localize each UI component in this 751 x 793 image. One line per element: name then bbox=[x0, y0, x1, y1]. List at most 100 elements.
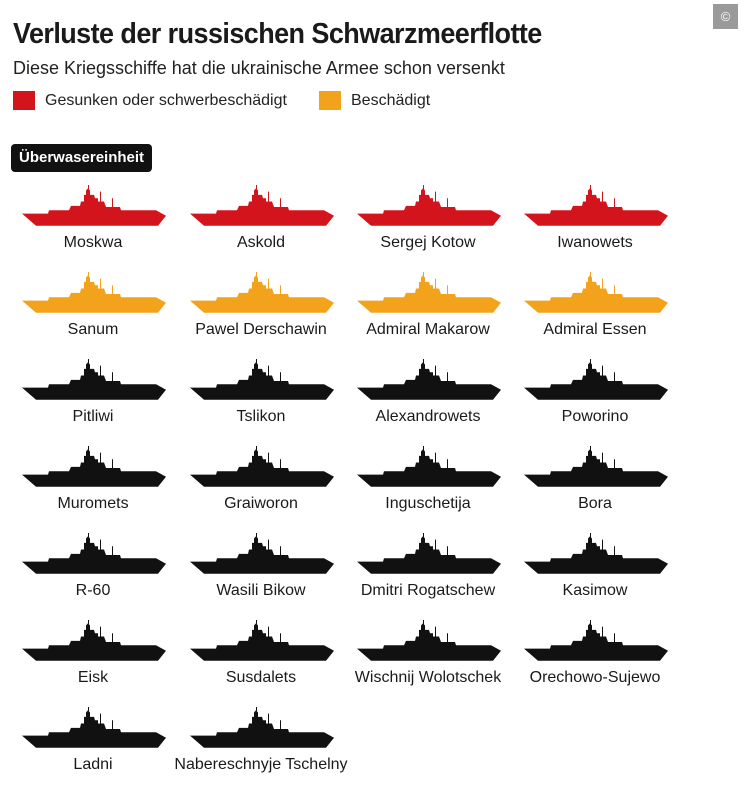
ship-name: Tslikon bbox=[236, 408, 286, 425]
ship-silhouette-icon bbox=[22, 359, 166, 400]
ship-hull bbox=[22, 188, 166, 226]
ship-name: Moskwa bbox=[63, 234, 123, 251]
ship-pawel-derschawin: Pawel Derschawin bbox=[186, 272, 336, 358]
ship-hull bbox=[22, 362, 166, 400]
ship-muromets: Muromets bbox=[18, 446, 168, 532]
ship-silhouette-icon bbox=[524, 620, 668, 661]
ship-susdalets: Susdalets bbox=[186, 620, 336, 706]
ship-silhouette-icon bbox=[357, 185, 501, 226]
ship-silhouette-icon bbox=[22, 185, 166, 226]
ship-moskwa: Moskwa bbox=[18, 185, 168, 271]
ship-hull bbox=[524, 362, 668, 400]
ship-name: Pitliwi bbox=[72, 408, 114, 425]
ship-nabereschnyje-tschelny: Nabereschnyje Tschelny bbox=[174, 707, 348, 793]
ship-silhouette-icon bbox=[22, 533, 166, 574]
ship-hull bbox=[22, 449, 166, 487]
ship-silhouette-icon bbox=[357, 272, 501, 313]
legend-swatch-damaged bbox=[319, 91, 341, 110]
ship-silhouette-icon bbox=[524, 185, 668, 226]
ship-silhouette-icon bbox=[190, 359, 334, 400]
ship-bora: Bora bbox=[520, 446, 670, 532]
ship-masts bbox=[88, 707, 113, 729]
ship-hull bbox=[190, 188, 334, 226]
ship-silhouette-icon bbox=[524, 272, 668, 313]
ship-silhouette-icon bbox=[190, 533, 334, 574]
ship-name: Alexandrowets bbox=[375, 408, 481, 425]
ship-masts bbox=[590, 185, 615, 207]
ship-name: Ladni bbox=[73, 756, 113, 773]
ship-name: Wasili Bikow bbox=[216, 582, 306, 599]
ship-pitliwi: Pitliwi bbox=[18, 359, 168, 445]
ship-masts bbox=[88, 185, 113, 207]
ship-hull bbox=[524, 449, 668, 487]
ship-name: Admiral Essen bbox=[543, 321, 647, 338]
ship-hull bbox=[357, 536, 501, 574]
ship-name: Muromets bbox=[57, 495, 129, 512]
ship-name: Iwanowets bbox=[557, 234, 633, 251]
ship-iwanowets: Iwanowets bbox=[520, 185, 670, 271]
section-label: Überwasereinheit bbox=[11, 144, 153, 172]
ship-eisk: Eisk bbox=[18, 620, 168, 706]
ship-masts bbox=[88, 620, 113, 642]
copyright-badge[interactable]: © bbox=[713, 4, 738, 29]
legend-label-sunk: Gesunken oder schwerbeschädigt bbox=[45, 91, 287, 109]
ship-masts bbox=[256, 185, 281, 207]
page-title: Verluste der russischen Schwarzmeerflott… bbox=[13, 18, 542, 50]
ship-silhouette-icon bbox=[22, 620, 166, 661]
ship-masts bbox=[88, 359, 113, 381]
ship-graiworon: Graiworon bbox=[186, 446, 336, 532]
ship-masts bbox=[590, 359, 615, 381]
ship-askold: Askold bbox=[186, 185, 336, 271]
ship-name: Admiral Makarow bbox=[366, 321, 490, 338]
ship-masts bbox=[256, 707, 281, 729]
ship-name: R-60 bbox=[75, 582, 111, 599]
ship-name: Susdalets bbox=[225, 669, 297, 686]
ship-hull bbox=[357, 623, 501, 661]
page-subtitle: Diese Kriegsschiffe hat die ukrainische … bbox=[13, 58, 505, 78]
ship-name: Poworino bbox=[561, 408, 629, 425]
ship-masts bbox=[256, 272, 281, 294]
ship-inguschetija: Inguschetija bbox=[353, 446, 503, 532]
ship-masts bbox=[423, 533, 448, 555]
ship-masts bbox=[590, 272, 615, 294]
ship-name: Orechowo-Sujewo bbox=[529, 669, 661, 686]
ship-hull bbox=[357, 449, 501, 487]
ship-silhouette-icon bbox=[524, 359, 668, 400]
ship-silhouette-icon bbox=[524, 446, 668, 487]
ship-wasili-bikow: Wasili Bikow bbox=[186, 533, 336, 619]
ship-name: Dmitri Rogatschew bbox=[360, 582, 496, 599]
ship-masts bbox=[423, 446, 448, 468]
ship-masts bbox=[590, 620, 615, 642]
legend-item-damaged: Beschädigt bbox=[319, 91, 430, 110]
ship-silhouette-icon bbox=[190, 185, 334, 226]
ship-silhouette-icon bbox=[524, 533, 668, 574]
ship-masts bbox=[88, 272, 113, 294]
ship-admiral-makarow: Admiral Makarow bbox=[353, 272, 503, 358]
ship-hull bbox=[524, 275, 668, 313]
ship-silhouette-icon bbox=[22, 272, 166, 313]
ship-masts bbox=[423, 359, 448, 381]
ship-silhouette-icon bbox=[357, 446, 501, 487]
ship-masts bbox=[590, 533, 615, 555]
ship-name: Sergej Kotow bbox=[380, 234, 476, 251]
ship-hull bbox=[524, 536, 668, 574]
ship-silhouette-icon bbox=[190, 272, 334, 313]
ship-name: Nabereschnyje Tschelny bbox=[174, 756, 348, 773]
ship-silhouette-icon bbox=[357, 533, 501, 574]
ship-wischnij-wolotschek: Wischnij Wolotschek bbox=[353, 620, 503, 706]
ship-hull bbox=[357, 188, 501, 226]
ship-masts bbox=[88, 533, 113, 555]
ship-masts bbox=[256, 533, 281, 555]
ship-hull bbox=[190, 710, 334, 748]
ship-masts bbox=[256, 359, 281, 381]
ship-name: Askold bbox=[236, 234, 286, 251]
ship-poworino: Poworino bbox=[520, 359, 670, 445]
legend-swatch-sunk bbox=[13, 91, 35, 110]
ship-hull bbox=[524, 623, 668, 661]
ship-silhouette-icon bbox=[22, 446, 166, 487]
ship-hull bbox=[22, 275, 166, 313]
ship-name: Sanum bbox=[67, 321, 119, 338]
ship-masts bbox=[590, 446, 615, 468]
ship-name: Wischnij Wolotschek bbox=[354, 669, 502, 686]
